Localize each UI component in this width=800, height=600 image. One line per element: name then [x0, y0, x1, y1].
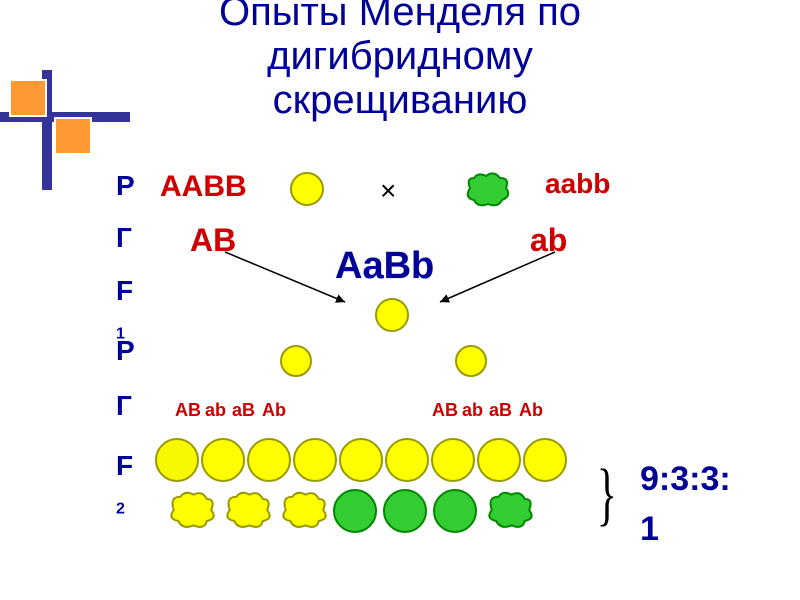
p2-pea-1 [280, 345, 312, 377]
pea-wrinkled [221, 488, 271, 534]
gamete-f1-l-2: ab [205, 400, 226, 421]
gamete-f1-l-4: Ab [262, 400, 286, 421]
pea-smooth [433, 489, 477, 533]
pea-smooth [383, 489, 427, 533]
pea-smooth [339, 438, 383, 482]
pea-smooth [247, 438, 291, 482]
f2-bottom-row [165, 488, 533, 534]
pea-smooth [333, 489, 377, 533]
gamete-f1-r-1: AB [432, 400, 458, 421]
pea-smooth [431, 438, 475, 482]
pea-smooth [293, 438, 337, 482]
p2-pea-2 [455, 345, 487, 377]
ratio-text-1: 9:3:3: [640, 460, 731, 499]
f2-top-row [155, 438, 567, 482]
pea-smooth [523, 438, 567, 482]
gamete-f1-l-1: AB [175, 400, 201, 421]
pea-smooth [155, 438, 199, 482]
pea-smooth [477, 438, 521, 482]
pea-smooth [385, 438, 429, 482]
gamete-f1-r-2: ab [462, 400, 483, 421]
pea-wrinkled [483, 488, 533, 534]
f1-pea [375, 298, 409, 332]
gamete-f1-l-3: aB [232, 400, 255, 421]
gamete-f1-r-4: Ab [519, 400, 543, 421]
brace-icon: } [597, 455, 617, 535]
pea-wrinkled [277, 488, 327, 534]
pea-smooth [201, 438, 245, 482]
pea-wrinkled [165, 488, 215, 534]
gamete-f1-r-3: aB [489, 400, 512, 421]
ratio-text-2: 1 [640, 510, 659, 549]
